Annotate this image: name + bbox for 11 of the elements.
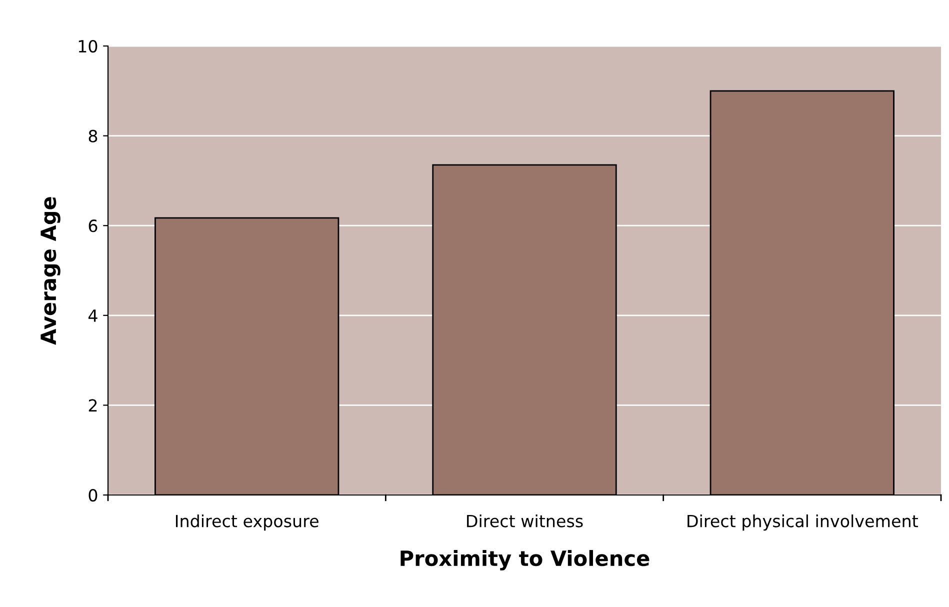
y-tick-label: 4 xyxy=(88,310,98,322)
y-tick-label: 0 xyxy=(88,488,98,502)
y-axis-title: Average Age xyxy=(40,197,60,345)
y-tick-label: 8 xyxy=(88,130,98,142)
x-axis-title: Proximity to Violence xyxy=(400,550,650,570)
x-tick-label: Direct witness xyxy=(467,514,583,528)
x-tick-label: Indirect exposure xyxy=(176,514,318,531)
y-tick-label: 2 xyxy=(88,399,97,412)
y-tick-label: 6 xyxy=(88,220,98,232)
y-tick-label: 10 xyxy=(78,40,98,53)
x-tick-label: Direct physical involvement xyxy=(688,514,918,531)
